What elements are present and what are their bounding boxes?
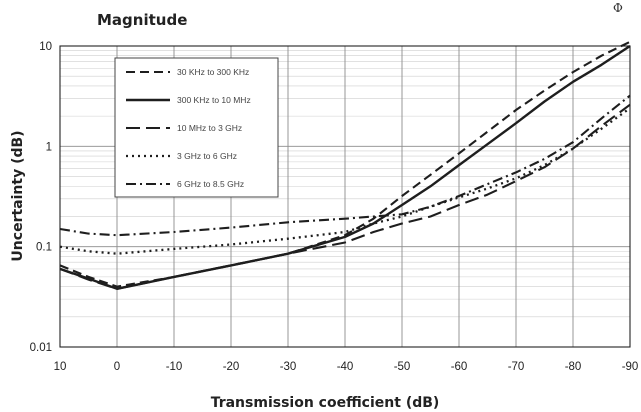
x-axis-label: Transmission coefficient (dB) — [211, 395, 440, 411]
x-tick-label: -30 — [280, 361, 297, 373]
x-tick-label: -90 — [622, 361, 639, 373]
series-line-2 — [59, 44, 631, 290]
x-tick-label: -80 — [565, 361, 582, 373]
series-line-3 — [59, 103, 631, 290]
chart-title: Magnitude — [97, 11, 187, 29]
x-tick-label: -40 — [337, 361, 354, 373]
x-tick-label: -70 — [508, 361, 525, 373]
legend: 30 KHz to 300 KHz 300 KHz to 10 MHz 10 MHz… — [114, 57, 279, 198]
x-tick-label: -10 — [166, 361, 183, 373]
y-tick-labels: 10 1 0.1 0.01 — [30, 41, 52, 354]
legend-label-2: 300 KHz to 10 MHz — [177, 95, 251, 105]
legend-label-4: 3 GHz to 6 GHz — [177, 151, 237, 161]
x-tick-label: -50 — [394, 361, 411, 373]
legend-label-5: 6 GHz to 8.5 GHz — [177, 179, 244, 189]
legend-label-1: 30 KHz to 300 KHz — [177, 67, 249, 77]
y-tick-label: 0.1 — [36, 242, 52, 254]
legend-label-3: 10 MHz to 3 GHz — [177, 123, 242, 133]
y-tick-label: 1 — [46, 141, 52, 153]
y-tick-label: 0.01 — [30, 342, 52, 354]
series-layer — [59, 40, 631, 290]
y-axis-label: Uncertainty (dB) — [10, 130, 26, 261]
y-tick-label: 10 — [39, 41, 52, 53]
plot-frame — [59, 45, 631, 348]
x-tick-label: -20 — [223, 361, 240, 373]
series-3 — [59, 103, 631, 290]
x-tick-label: 0 — [114, 361, 120, 373]
x-tick-labels: 10 0 -10 -20 -30 -40 -50 -60 -70 -80 -90 — [54, 361, 639, 373]
series-2 — [59, 44, 631, 290]
x-tick-label: 10 — [54, 361, 67, 373]
series-line-5 — [59, 94, 631, 237]
x-tick-label: -60 — [451, 361, 468, 373]
series-5 — [59, 94, 631, 237]
legend-box — [114, 57, 279, 198]
corner-glyph: Φ — [613, 1, 623, 15]
